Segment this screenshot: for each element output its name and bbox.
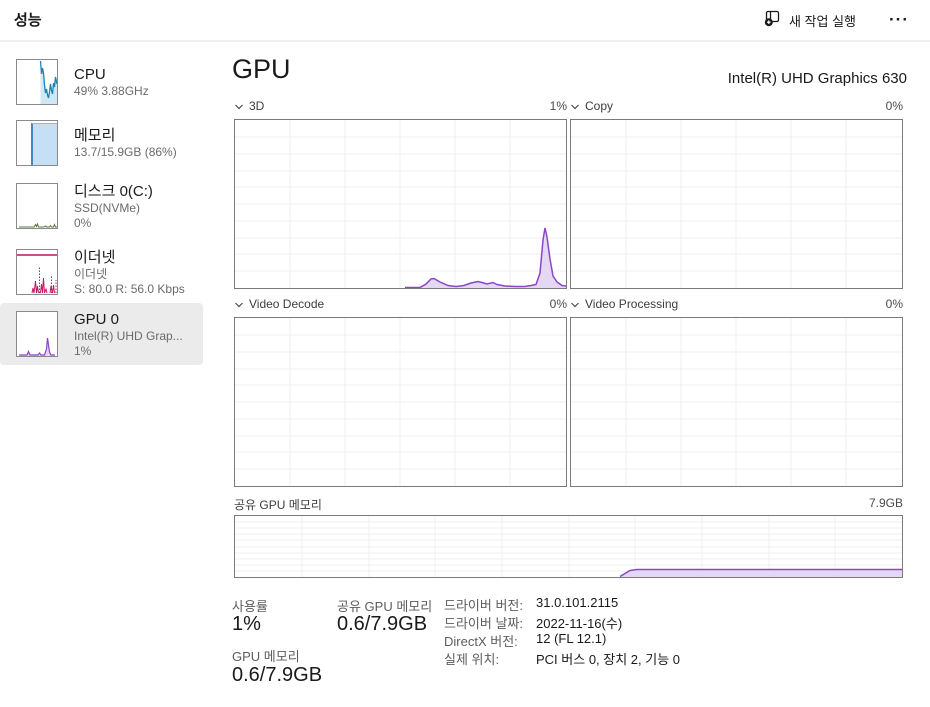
gpu-thumbnail-chart [16, 311, 58, 357]
gpu-memory-value: 0.6/7.9GB [232, 664, 323, 686]
ellipsis-icon: ··· [889, 10, 909, 29]
directx-version-label: DirectX 버전: [444, 634, 518, 649]
chart-header-copy: Copy 0% [570, 99, 903, 113]
sidebar-disk-usage: 0% [74, 215, 92, 230]
driver-version-label: 드라이버 버전: [444, 598, 523, 613]
shared-gpu-memory-value: 0.6/7.9GB [337, 613, 428, 635]
chart-video-processing-value: 0% [885, 297, 903, 311]
chart-copy-value: 0% [885, 99, 903, 113]
gpu-video-processing-graph [570, 317, 903, 487]
run-new-task-button[interactable]: 새 작업 실행 [754, 5, 866, 35]
shared-gpu-memory-label: 공유 GPU 메모리 [337, 599, 433, 614]
gpu-copy-graph [570, 119, 903, 289]
chart-copy-name: Copy [585, 99, 614, 113]
shared-memory-graph [234, 515, 903, 578]
sidebar-memory-title: 메모리 [74, 127, 116, 144]
driver-version-value: 31.0.101.2115 [536, 595, 619, 610]
driver-date-label: 드라이버 날짜: [444, 616, 523, 631]
shared-memory-max: 7.9GB [868, 496, 903, 510]
performance-sidebar: CPU 49% 3.88GHz 메모리 13.7/15.9GB (86%) 디스… [0, 42, 203, 707]
sidebar-gpu-name: Intel(R) UHD Grap... [74, 328, 183, 343]
disk-thumbnail-chart [16, 183, 58, 229]
memory-thumbnail-chart [16, 120, 58, 166]
sidebar-ethernet-speeds: S: 80.0 R: 56.0 Kbps [74, 281, 185, 296]
chart-header-video-processing: Video Processing 0% [570, 297, 903, 311]
chart-video-processing-name: Video Processing [585, 297, 679, 311]
chart-video-decode-name: Video Decode [249, 297, 325, 311]
sidebar-disk-type: SSD(NVMe) [74, 200, 141, 215]
chart-video-decode-toggle[interactable]: Video Decode [234, 297, 324, 311]
chart-copy-toggle[interactable]: Copy [570, 99, 613, 113]
gpu-video-decode-graph [234, 317, 567, 487]
shared-memory-label: 공유 GPU 메모리 [234, 498, 322, 512]
ethernet-thumbnail-chart [16, 249, 58, 295]
driver-date-value: 2022-11-16(수) [536, 616, 623, 631]
shared-memory-header: 공유 GPU 메모리 7.9GB [234, 496, 903, 513]
physical-location-row: 실제 위치: PCI 버스 0, 장치 2, 기능 0 [444, 649, 680, 668]
chart-3d-value: 1% [549, 99, 567, 113]
sidebar-item-ethernet[interactable]: 이더넷 이더넷 S: 80.0 R: 56.0 Kbps [0, 240, 203, 304]
sidebar-item-memory[interactable]: 메모리 13.7/15.9GB (86%) [0, 113, 203, 173]
gpu-page-title: GPU [232, 54, 291, 84]
sidebar-cpu-title: CPU [74, 66, 106, 83]
chart-header-video-decode: Video Decode 0% [234, 297, 567, 311]
chart-video-processing-toggle[interactable]: Video Processing [570, 297, 678, 311]
gpu-device-name: Intel(R) UHD Graphics 630 [727, 70, 907, 87]
physical-location-value: PCI 버스 0, 장치 2, 기능 0 [536, 652, 681, 667]
sidebar-memory-stats: 13.7/15.9GB (86%) [74, 145, 177, 159]
sidebar-item-cpu[interactable]: CPU 49% 3.88GHz [0, 52, 203, 112]
page-title: 성능 [14, 12, 42, 29]
cpu-thumbnail-chart [16, 59, 58, 105]
chart-header-3d: 3D 1% [234, 99, 567, 113]
chevron-down-icon [571, 302, 579, 307]
header-bar: 성능 새 작업 실행 ··· [0, 0, 930, 42]
run-new-task-label: 새 작업 실행 [788, 13, 856, 29]
chevron-down-icon [235, 104, 243, 109]
driver-version-row: 드라이버 버전: 31.0.101.2115 [444, 595, 618, 614]
directx-version-value: 12 (FL 12.1) [536, 631, 607, 646]
chevron-down-icon [235, 302, 243, 307]
sidebar-cpu-stats: 49% 3.88GHz [74, 84, 149, 98]
chart-3d-name: 3D [249, 99, 265, 113]
chevron-down-icon [571, 104, 579, 109]
driver-date-row: 드라이버 날짜: 2022-11-16(수) [444, 613, 622, 632]
sidebar-gpu-usage: 1% [74, 343, 92, 358]
physical-location-label: 실제 위치: [444, 652, 500, 667]
chart-3d-toggle[interactable]: 3D [234, 99, 264, 113]
sidebar-gpu-title: GPU 0 [74, 310, 120, 328]
sidebar-item-disk[interactable]: 디스크 0(C:) SSD(NVMe) 0% [0, 174, 203, 238]
utilization-label: 사용률 [232, 599, 268, 614]
sidebar-ethernet-title: 이더넷 [74, 248, 116, 266]
gpu-3d-graph [234, 119, 567, 289]
more-options-button[interactable]: ··· [882, 5, 916, 35]
gpu-memory-label: GPU 메모리 [232, 649, 300, 664]
directx-version-row: DirectX 버전: 12 (FL 12.1) [444, 631, 606, 650]
sidebar-ethernet-name: 이더넷 [74, 266, 108, 281]
chart-video-decode-value: 0% [549, 297, 567, 311]
sidebar-item-gpu[interactable]: GPU 0 Intel(R) UHD Grap... 1% [0, 303, 203, 365]
utilization-value: 1% [232, 613, 261, 635]
new-task-icon [764, 10, 781, 30]
sidebar-disk-title: 디스크 0(C:) [74, 182, 153, 200]
